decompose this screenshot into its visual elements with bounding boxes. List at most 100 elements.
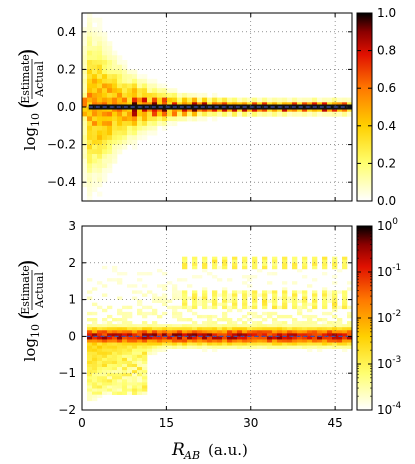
heat-cell	[322, 318, 328, 322]
heat-cell	[142, 391, 148, 395]
heat-cell	[142, 135, 148, 141]
heat-cell	[137, 97, 143, 103]
heat-cell	[92, 348, 98, 353]
heat-cell	[332, 314, 338, 319]
heat-cell	[187, 318, 193, 322]
heat-cell	[87, 130, 93, 136]
heat-cell	[307, 342, 313, 346]
heat-cell	[212, 333, 218, 337]
heat-cell	[122, 357, 128, 362]
heat-cell	[292, 265, 298, 270]
y-tick-label: 3	[68, 219, 76, 233]
heat-cell	[302, 97, 308, 103]
heat-cell	[87, 13, 93, 18]
heat-cell	[332, 305, 338, 310]
heat-cell	[332, 97, 338, 103]
heat-cell	[272, 272, 278, 276]
heat-cell	[122, 69, 128, 75]
heat-cell	[177, 314, 183, 319]
heat-cell	[122, 92, 128, 98]
heat-cell	[227, 308, 233, 313]
heat-cell	[322, 333, 328, 337]
heat-cell	[92, 135, 98, 141]
heat-cell	[97, 83, 103, 89]
heat-cell	[282, 281, 288, 285]
heat-cell	[232, 336, 238, 340]
heat-cell	[92, 182, 98, 188]
heat-cell	[187, 333, 193, 337]
heat-cell	[82, 27, 88, 33]
heat-cell	[347, 111, 353, 117]
heat-cell	[237, 342, 243, 346]
heat-cell	[272, 293, 278, 297]
heat-cell	[132, 388, 138, 392]
heat-cell	[257, 345, 263, 349]
heat-cell	[177, 330, 183, 334]
heat-cell	[202, 342, 208, 346]
heat-cell	[162, 125, 168, 131]
heat-cell	[197, 327, 203, 331]
heat-cell	[117, 330, 123, 334]
heat-cell	[182, 330, 188, 334]
heat-cell	[137, 348, 143, 353]
heat-cell	[207, 330, 213, 334]
heat-cell	[282, 345, 288, 349]
heat-cell	[312, 305, 318, 310]
heat-cell	[87, 327, 93, 331]
heat-cell	[157, 333, 163, 337]
heat-cell	[302, 339, 308, 343]
heat-cell	[172, 305, 178, 310]
heat-cell	[252, 290, 258, 294]
heat-cell	[92, 83, 98, 89]
heat-cell	[107, 278, 113, 282]
heat-cell	[82, 55, 88, 61]
heat-cell	[267, 299, 273, 303]
heat-cell	[92, 27, 98, 33]
heat-cell	[87, 60, 93, 65]
heat-cell	[117, 111, 123, 117]
heat-cell	[252, 321, 258, 325]
heat-cell	[337, 333, 343, 337]
heat-cell	[172, 342, 178, 346]
heat-cell	[82, 116, 88, 122]
heat-cell	[207, 299, 213, 303]
heat-cell	[277, 345, 283, 349]
heat-cell	[282, 342, 288, 346]
heat-cell	[267, 281, 273, 285]
heat-cell	[242, 97, 248, 103]
heat-cell	[252, 327, 258, 331]
heat-cell	[92, 339, 98, 343]
heat-cell	[137, 83, 143, 89]
heat-cell	[252, 305, 258, 310]
heat-cell	[97, 163, 103, 169]
heat-cell	[252, 265, 258, 270]
heat-cell	[292, 262, 298, 267]
heat-cell	[262, 305, 268, 310]
heat-cell	[82, 139, 88, 145]
heat-cell	[272, 342, 278, 346]
heat-cell	[122, 360, 128, 365]
heat-cell	[252, 311, 258, 316]
heat-cell	[222, 339, 228, 343]
heat-cell	[107, 376, 113, 380]
heat-cell	[107, 330, 113, 334]
heat-cell	[162, 92, 168, 98]
heat-cell	[162, 293, 168, 297]
heat-cell	[232, 111, 238, 117]
heat-cell	[82, 88, 88, 94]
heat-cell	[167, 281, 173, 285]
heat-cell	[227, 293, 233, 297]
heat-cell	[107, 41, 113, 47]
x-tick-label: 30	[243, 416, 258, 430]
heat-cell	[272, 256, 278, 261]
heat-cell	[242, 342, 248, 346]
heat-cell	[132, 333, 138, 337]
heat-cell	[87, 45, 93, 51]
heat-cell	[97, 50, 103, 56]
heat-cell	[207, 333, 213, 337]
heat-cell	[132, 88, 138, 94]
heat-cell	[147, 333, 153, 337]
heat-cell	[152, 121, 158, 127]
heat-cell	[132, 290, 138, 294]
